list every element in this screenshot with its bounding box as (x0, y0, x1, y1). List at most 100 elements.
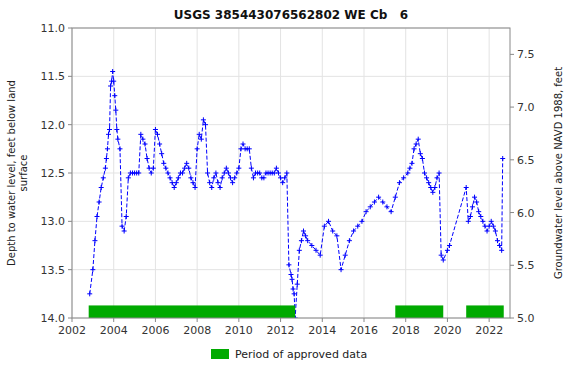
point-marker (435, 175, 440, 180)
point-marker (470, 204, 475, 209)
point-marker (303, 233, 308, 238)
point-marker (439, 253, 444, 258)
point-marker (236, 166, 241, 171)
point-marker (120, 224, 125, 229)
background (0, 0, 576, 384)
x-tick (238, 318, 239, 322)
y-tick-label: 13.5 (41, 264, 66, 277)
x-tick (489, 318, 490, 322)
x-tick-label: 2018 (392, 324, 420, 337)
point-marker (480, 219, 485, 224)
point-marker (249, 166, 254, 171)
point-marker (297, 248, 302, 253)
y-tick (68, 124, 72, 125)
point-marker (432, 185, 437, 190)
point-marker (241, 142, 246, 147)
point-marker (364, 209, 369, 214)
y-tick (68, 318, 72, 319)
point-marker (172, 185, 177, 190)
y2-tick (510, 318, 514, 319)
y2-tick (510, 54, 514, 55)
point-marker (95, 214, 100, 219)
x-tick (197, 318, 198, 322)
point-marker (203, 122, 208, 127)
point-marker (186, 166, 191, 171)
point-marker (161, 161, 166, 166)
point-marker (87, 291, 92, 296)
point-marker (184, 161, 189, 166)
point-marker (145, 156, 150, 161)
y-tick-label: 13.0 (41, 215, 66, 228)
point-marker (209, 185, 214, 190)
point-marker (291, 287, 296, 292)
point-marker (111, 79, 116, 84)
plot-data (87, 69, 505, 318)
grid (72, 28, 510, 318)
point-marker (106, 132, 111, 137)
point-marker (334, 233, 339, 238)
point-marker (115, 137, 120, 142)
point-marker (224, 166, 229, 171)
point-marker (114, 127, 119, 132)
point-marker (143, 142, 148, 147)
point-marker (424, 175, 429, 180)
point-marker (140, 137, 145, 142)
point-marker (176, 175, 181, 180)
point-marker (485, 229, 490, 234)
point-marker (339, 267, 344, 272)
y2-tick (510, 212, 514, 213)
point-marker (476, 209, 481, 214)
point-marker (405, 171, 410, 176)
point-marker (351, 229, 356, 234)
y-grid-line (72, 76, 510, 77)
point-marker (343, 253, 348, 258)
x-tick (447, 318, 448, 322)
point-marker (122, 229, 127, 234)
point-marker (124, 214, 129, 219)
x-tick-label: 2014 (308, 324, 336, 337)
point-marker (420, 156, 425, 161)
point-marker (368, 204, 373, 209)
point-marker (199, 137, 204, 142)
y-tick-label: 11.0 (41, 22, 66, 35)
y2-tick-label: 7.0 (517, 101, 535, 114)
point-marker (110, 69, 115, 74)
y-grid-line (72, 269, 510, 270)
y2-tick (510, 107, 514, 108)
point-marker (151, 166, 156, 171)
y2-tick-label: 7.5 (517, 48, 535, 61)
point-marker (384, 204, 389, 209)
y-grid-line (72, 221, 510, 222)
point-marker (282, 175, 287, 180)
point-marker (355, 224, 360, 229)
point-marker (416, 137, 421, 142)
point-marker (153, 127, 158, 132)
point-marker (276, 171, 281, 176)
point-marker (286, 262, 291, 267)
x-tick (155, 318, 156, 322)
point-marker (251, 175, 256, 180)
point-marker (445, 248, 450, 253)
plot-frame (72, 28, 510, 318)
y2-tick (510, 265, 514, 266)
point-marker (126, 175, 131, 180)
point-marker (174, 180, 179, 185)
point-marker (412, 146, 417, 151)
point-marker (261, 175, 266, 180)
point-marker (117, 146, 122, 151)
x-tick-label: 2004 (100, 324, 128, 337)
point-marker (180, 171, 185, 176)
point-marker (305, 238, 310, 243)
point-marker (493, 229, 498, 234)
point-marker (401, 175, 406, 180)
point-marker (500, 156, 505, 161)
x-tick (72, 318, 73, 322)
point-marker (478, 214, 483, 219)
point-marker (188, 175, 193, 180)
x-tick (113, 318, 114, 322)
x-tick (322, 318, 323, 322)
y-axis-label: Depth to water level, feet below landsur… (6, 80, 29, 266)
point-marker (441, 258, 446, 263)
y2-tick-label: 6.5 (517, 154, 535, 167)
approved-span (89, 305, 295, 318)
